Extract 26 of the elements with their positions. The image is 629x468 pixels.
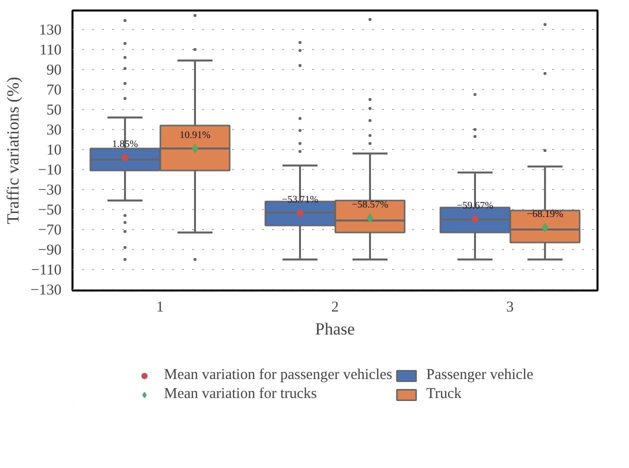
legend-label: Mean variation for trucks [164,386,317,403]
y-tick-label: 110 [40,42,62,58]
x-tick-label: 3 [506,300,514,316]
x-tick-label: 2 [331,300,339,316]
y-tick-label: −10 [38,162,62,178]
y-tick-label: −130 [30,282,62,298]
data-label: −68.19% [526,209,564,220]
y-axis-title: Traffic variations (%) [4,76,23,224]
data-label: −58.57% [352,200,388,211]
y-tick-label: 90 [46,62,62,78]
y-tick-label: −90 [38,242,62,258]
legend-label: Truck [426,386,462,403]
y-tick-label: −50 [38,202,62,218]
y-tick-label: −70 [38,222,62,238]
y-tick-label: 10 [46,142,62,158]
y-tick-label: 70 [46,82,62,98]
y-tick-label: 130 [39,22,62,38]
x-axis-title: Phase [315,320,355,338]
y-tick-label: −30 [38,182,62,198]
legend-label: Mean variation for passenger vehicles [164,367,392,384]
y-tick-label: 50 [46,102,62,118]
x-tick-label: 1 [156,300,164,316]
y-tick-label: −110 [31,262,62,278]
data-label: 10.91% [180,130,210,142]
legend-label: Passenger vehicle [426,367,534,384]
y-tick-label: 30 [46,122,62,138]
